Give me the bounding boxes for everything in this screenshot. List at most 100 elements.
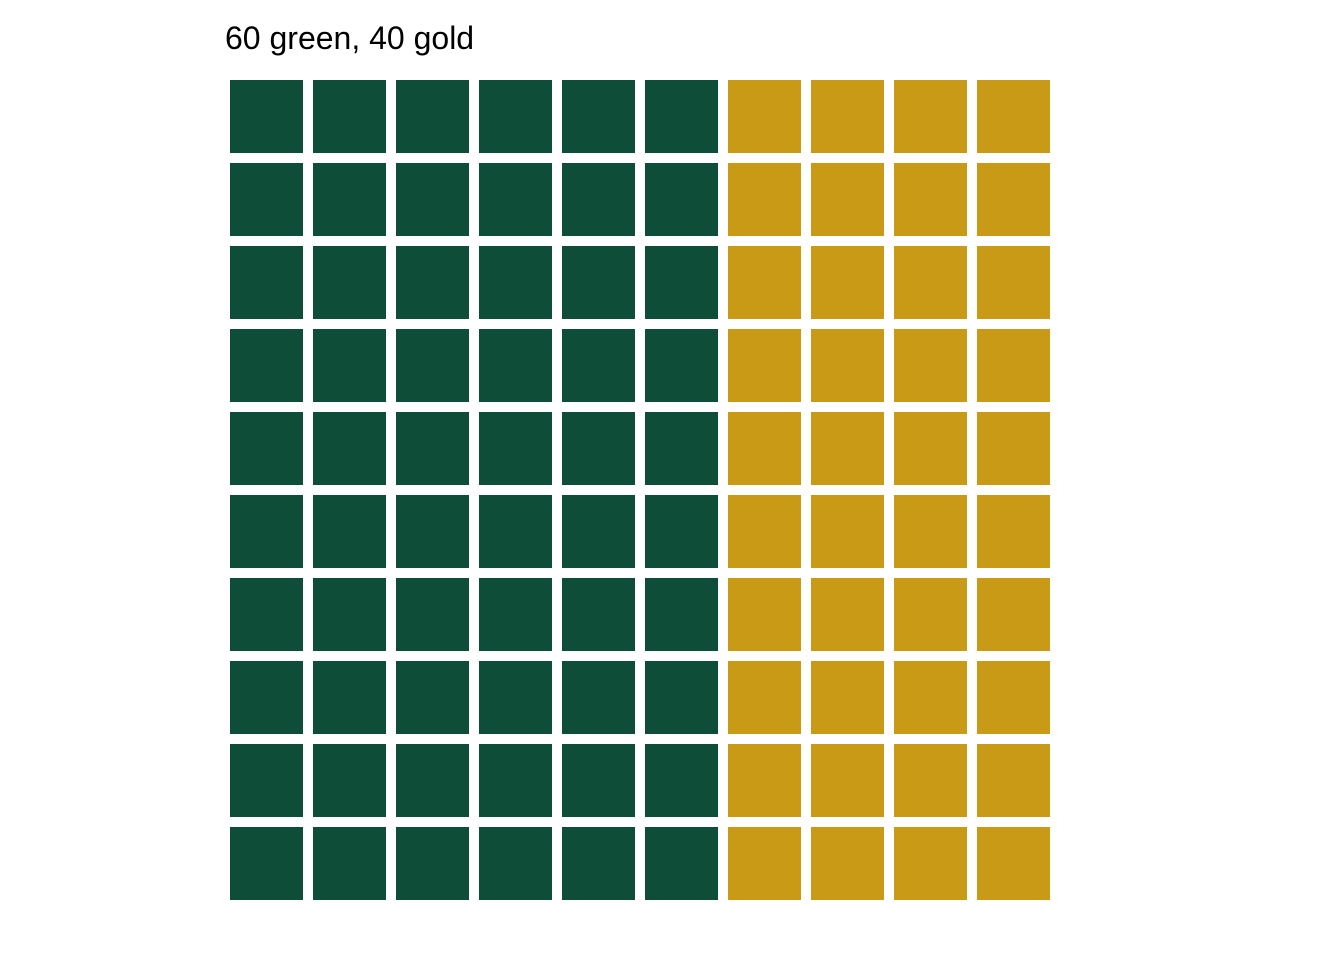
waffle-cell-fill (728, 412, 801, 485)
waffle-cell-fill (645, 246, 718, 319)
waffle-cell (308, 573, 391, 656)
waffle-cell (723, 656, 806, 739)
waffle-cell-fill (645, 163, 718, 236)
waffle-cell (391, 75, 474, 158)
waffle-cell-fill (645, 661, 718, 734)
waffle-cell-fill (313, 246, 386, 319)
waffle-cell (972, 75, 1055, 158)
waffle-cell (806, 75, 889, 158)
waffle-cell-fill (811, 412, 884, 485)
waffle-cell (557, 739, 640, 822)
waffle-cell-fill (479, 246, 552, 319)
waffle-cell-fill (977, 246, 1050, 319)
waffle-cell-fill (977, 661, 1050, 734)
waffle-cell (308, 75, 391, 158)
waffle-cell (806, 656, 889, 739)
waffle-cell (723, 573, 806, 656)
waffle-cell (723, 75, 806, 158)
chart-title: 60 green, 40 gold (225, 20, 1055, 57)
waffle-cell (391, 822, 474, 905)
waffle-cell (557, 241, 640, 324)
waffle-cell-fill (977, 80, 1050, 153)
waffle-cell-fill (230, 827, 303, 900)
waffle-cell-fill (396, 661, 469, 734)
waffle-cell-fill (230, 412, 303, 485)
waffle-cell (806, 490, 889, 573)
waffle-cell (723, 241, 806, 324)
waffle-cell (308, 656, 391, 739)
waffle-cell (889, 739, 972, 822)
waffle-cell (391, 324, 474, 407)
waffle-cell-fill (894, 80, 967, 153)
waffle-cell (889, 75, 972, 158)
waffle-cell (225, 158, 308, 241)
waffle-cell-fill (230, 578, 303, 651)
waffle-cell (723, 324, 806, 407)
waffle-cell (640, 490, 723, 573)
waffle-cell-fill (728, 246, 801, 319)
waffle-cell (889, 490, 972, 573)
waffle-cell-fill (562, 246, 635, 319)
waffle-cell (308, 324, 391, 407)
waffle-cell-fill (313, 827, 386, 900)
waffle-cell (889, 241, 972, 324)
waffle-cell (557, 407, 640, 490)
waffle-cell-fill (728, 827, 801, 900)
waffle-cell-fill (230, 163, 303, 236)
waffle-cell (474, 407, 557, 490)
waffle-cell-fill (562, 495, 635, 568)
waffle-cell-fill (230, 329, 303, 402)
waffle-cell-fill (479, 329, 552, 402)
waffle-cell-fill (230, 495, 303, 568)
waffle-cell (806, 739, 889, 822)
waffle-cell-fill (230, 80, 303, 153)
waffle-cell-fill (645, 329, 718, 402)
waffle-cell (391, 158, 474, 241)
waffle-cell (474, 241, 557, 324)
waffle-cell (806, 822, 889, 905)
waffle-cell-fill (811, 163, 884, 236)
waffle-cell-fill (396, 80, 469, 153)
waffle-cell (225, 324, 308, 407)
waffle-cell-fill (977, 495, 1050, 568)
waffle-cell-fill (562, 412, 635, 485)
waffle-cell (640, 158, 723, 241)
waffle-cell (308, 407, 391, 490)
waffle-cell-fill (645, 495, 718, 568)
waffle-cell (557, 490, 640, 573)
waffle-cell (640, 656, 723, 739)
waffle-cell (474, 822, 557, 905)
waffle-cell-fill (562, 80, 635, 153)
waffle-cell-fill (396, 412, 469, 485)
waffle-cell-fill (811, 578, 884, 651)
waffle-cell (889, 656, 972, 739)
waffle-cell-fill (396, 495, 469, 568)
waffle-cell-fill (894, 329, 967, 402)
waffle-cell-fill (479, 495, 552, 568)
waffle-cell (640, 324, 723, 407)
waffle-cell (557, 573, 640, 656)
waffle-cell (889, 158, 972, 241)
waffle-cell (723, 822, 806, 905)
waffle-cell (474, 656, 557, 739)
waffle-cell (225, 490, 308, 573)
waffle-cell (806, 158, 889, 241)
waffle-cell-fill (894, 744, 967, 817)
waffle-cell-fill (728, 80, 801, 153)
waffle-cell (889, 407, 972, 490)
waffle-cell-fill (479, 661, 552, 734)
waffle-cell-fill (977, 163, 1050, 236)
waffle-cell (806, 324, 889, 407)
waffle-cell (474, 75, 557, 158)
waffle-cell-fill (728, 744, 801, 817)
waffle-cell-fill (230, 246, 303, 319)
waffle-cell-fill (645, 80, 718, 153)
waffle-cell-fill (562, 827, 635, 900)
waffle-cell-fill (894, 827, 967, 900)
waffle-cell-fill (313, 412, 386, 485)
waffle-cell (723, 490, 806, 573)
waffle-cell-fill (811, 661, 884, 734)
waffle-cell (474, 739, 557, 822)
waffle-cell (391, 407, 474, 490)
waffle-cell-fill (313, 661, 386, 734)
